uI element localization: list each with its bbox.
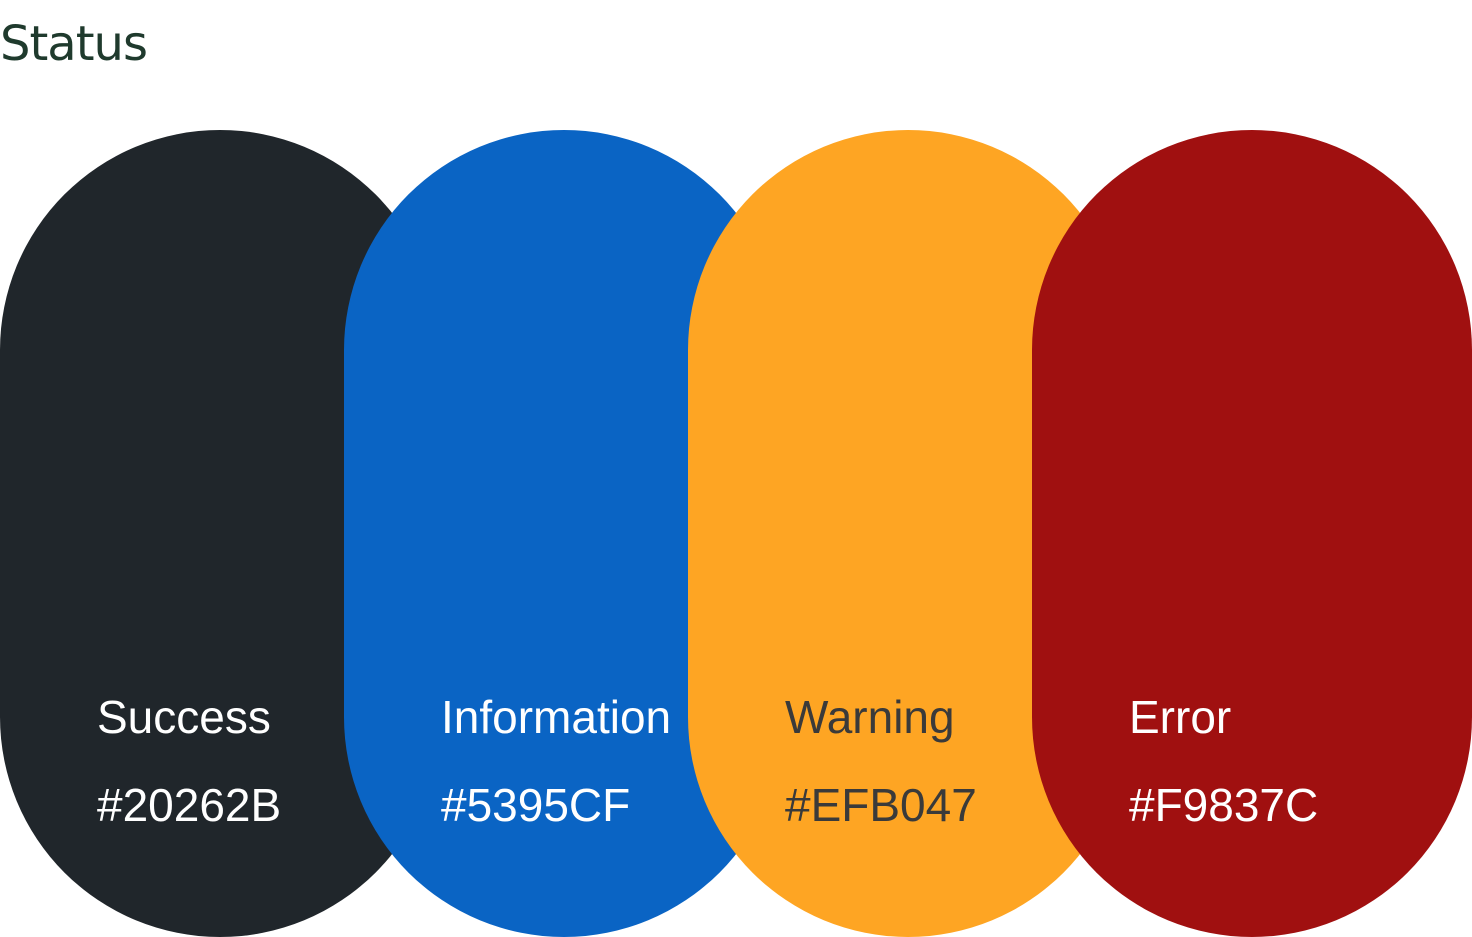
swatch-error: Error #F9837C bbox=[1032, 130, 1472, 937]
page-title: Status bbox=[0, 16, 148, 72]
swatch-label: Success bbox=[97, 691, 271, 743]
swatch-hex-code: #EFB047 bbox=[785, 779, 977, 831]
swatch-hex-code: #20262B bbox=[97, 779, 282, 831]
swatch-label: Warning bbox=[785, 691, 955, 743]
status-swatch-row: Success #20262B Information #5395CF Warn… bbox=[0, 130, 1472, 937]
swatch-label: Error bbox=[1129, 691, 1232, 743]
swatch-hex-code: #F9837C bbox=[1129, 779, 1319, 831]
swatch-label: Information bbox=[441, 691, 672, 743]
swatch-hex-code: #5395CF bbox=[441, 779, 631, 831]
